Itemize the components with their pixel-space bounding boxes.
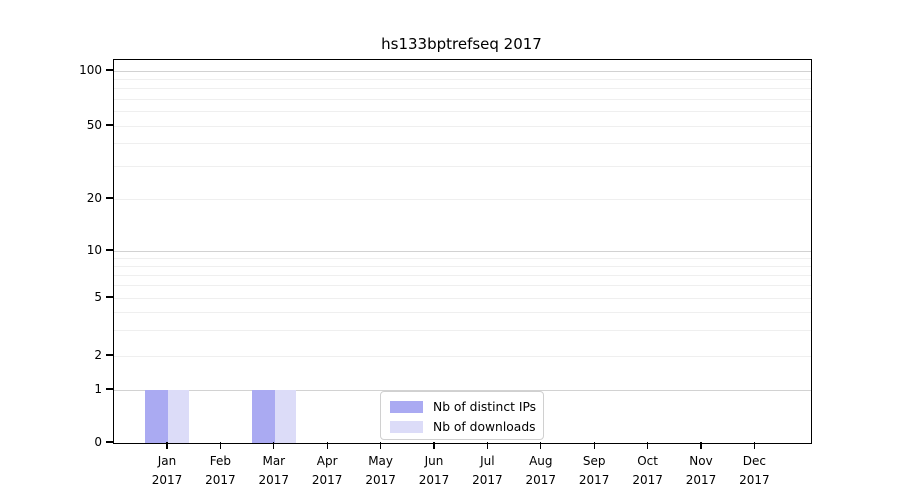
gridlines-layer [114, 60, 811, 443]
y-gridline-major-1 [114, 389, 811, 391]
y-gridline-minor-50 [114, 125, 811, 127]
y-gridline-minor-9 [114, 257, 811, 259]
x-tick-oct [646, 442, 649, 449]
chart-title: hs133bptrefseq 2017 [381, 35, 542, 53]
y-tick-label-10: 10 [86, 243, 102, 257]
x-tick-label-jun: Jun 2017 [418, 454, 450, 487]
x-tick-label-oct: Oct 2017 [632, 454, 663, 487]
y-gridline-major-100 [114, 70, 811, 72]
x-tick-nov [700, 442, 702, 449]
y-tick-0 [106, 441, 113, 443]
y-tick-1 [106, 388, 113, 390]
y-gridline-minor-90 [114, 78, 811, 80]
x-tick-jul [486, 442, 489, 449]
x-tick-label-dec: Dec 2017 [739, 454, 770, 487]
y-gridline-minor-30 [114, 166, 811, 168]
legend: Nb of distinct IPs Nb of downloads [380, 391, 544, 440]
x-tick-label-apr: Apr 2017 [311, 454, 343, 487]
x-tick-label-feb: Feb 2017 [205, 454, 236, 487]
bar-nb-of-downloads-jan [168, 390, 189, 443]
y-gridline-minor-4 [114, 311, 811, 313]
bar-nb-of-downloads-mar [274, 390, 296, 443]
x-tick-label-jan: Jan 2017 [151, 454, 183, 487]
y-tick-label-1: 1 [94, 382, 102, 396]
bars-layer [114, 60, 811, 443]
y-gridline-major-10 [114, 250, 811, 252]
x-tick-label-jul: Jul 2017 [472, 454, 503, 487]
legend-item-downloads: Nb of downloads [390, 417, 536, 437]
y-gridline-minor-8 [114, 265, 811, 267]
y-gridline-minor-80 [114, 88, 811, 90]
x-tick-dec [753, 442, 756, 449]
y-tick-50 [106, 124, 113, 126]
bar-nb-of-distinct-ips-mar [251, 390, 275, 443]
x-tick-label-mar: Mar 2017 [258, 454, 290, 487]
legend-label-downloads: Nb of downloads [433, 420, 536, 434]
y-tick-100 [106, 69, 113, 71]
y-gridline-minor-7 [114, 274, 811, 276]
legend-swatch-distinct-ips [390, 401, 423, 413]
y-gridline-minor-40 [114, 143, 811, 145]
y-gridline-minor-2 [114, 355, 811, 357]
bar-nb-of-distinct-ips-jan [145, 390, 168, 443]
y-gridline-minor-3 [114, 329, 811, 331]
y-tick-label-0: 0 [94, 435, 102, 449]
x-tick-label-nov: Nov 2017 [685, 454, 717, 487]
legend-label-distinct-ips: Nb of distinct IPs [433, 400, 537, 414]
x-tick-apr [326, 442, 328, 449]
legend-item-distinct-ips: Nb of distinct IPs [390, 397, 537, 417]
y-tick-label-100: 100 [79, 63, 102, 77]
x-tick-label-sep: Sep 2017 [578, 454, 610, 487]
y-tick-10 [106, 249, 113, 251]
x-tick-sep [593, 442, 595, 449]
y-tick-5 [106, 296, 113, 298]
y-tick-label-2: 2 [94, 348, 102, 362]
y-tick-label-50: 50 [86, 118, 102, 132]
x-tick-jun [433, 442, 435, 449]
x-tick-feb [219, 442, 222, 449]
y-tick-2 [106, 354, 113, 356]
y-gridline-minor-60 [114, 111, 811, 113]
y-tick-label-20: 20 [86, 191, 102, 205]
legend-swatch-downloads [390, 421, 423, 433]
y-gridline-minor-5 [114, 297, 811, 299]
x-tick-mar [273, 442, 275, 449]
y-gridline-minor-6 [114, 285, 811, 287]
y-gridline-minor-20 [114, 198, 811, 200]
x-tick-may [379, 442, 382, 449]
x-tick-jan [166, 442, 168, 449]
x-tick-label-aug: Aug 2017 [525, 454, 557, 487]
x-tick-label-may: May 2017 [365, 454, 396, 487]
plot-area [113, 59, 812, 444]
y-gridline-minor-70 [114, 98, 811, 100]
y-tick-label-5: 5 [94, 290, 102, 304]
x-tick-aug [540, 442, 542, 449]
y-tick-20 [106, 197, 113, 199]
